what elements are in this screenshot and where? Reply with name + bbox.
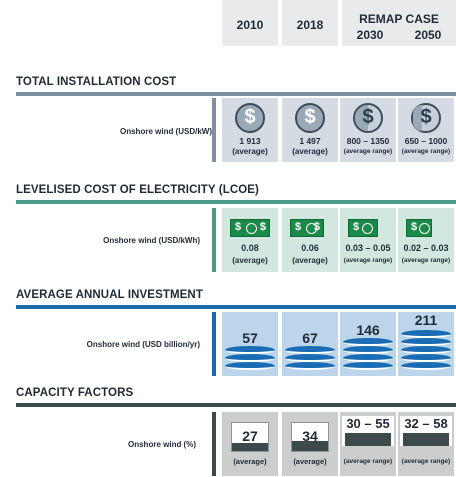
capacity-note-2010: (average) — [233, 457, 267, 466]
lcoe-cell-2030: $ 0.03 – 0.05 (average range) — [340, 208, 396, 272]
capacity-value-2010: 27 — [242, 428, 258, 444]
capacity-cell-2018: 34 (average) — [282, 412, 338, 476]
capacity-value-2018: 34 — [302, 428, 318, 444]
year-2010-label: 2010 — [236, 18, 264, 32]
lcoe-note-2018: (average) — [292, 256, 328, 265]
section-title-capacity: CAPACITY FACTORS — [16, 387, 134, 399]
capacity-cell-2050: 32 – 58 (average range) — [398, 412, 454, 476]
cost-value-2030: 800 – 1350 — [346, 136, 390, 146]
capacity-value-2030: 30 – 55 — [346, 416, 390, 431]
lcoe-value-2030: 0.03 – 0.05 — [345, 243, 391, 253]
section-title-investment: AVERAGE ANNUAL INVESTMENT — [16, 289, 203, 301]
section-title-lcoe: LEVELISED COST OF ELECTRICITY (LCOE) — [16, 184, 259, 196]
investment-value-2050: 211 — [414, 312, 438, 328]
lcoe-note-2050: (average range) — [401, 257, 451, 264]
section-bar-investment — [16, 305, 456, 309]
dollar-coin-icon: $ — [295, 103, 325, 133]
capacity-cell-2010: 27 (average) — [222, 412, 278, 476]
lcoe-value-2050: 0.02 – 0.03 — [403, 243, 449, 253]
year-tab-remap — [342, 0, 456, 46]
row-label-capacity: Onshore wind (%) — [128, 440, 196, 449]
banknote-icon: $ — [406, 219, 432, 237]
cost-note-2010: (average) — [232, 147, 268, 156]
year-2050-label: 2050 — [414, 28, 442, 42]
lcoe-value-2018: 0.06 — [301, 243, 319, 253]
capacity-note-2050: (average range) — [401, 458, 451, 465]
year-2030-label: 2030 — [356, 28, 384, 42]
year-tab-2010 — [222, 0, 278, 46]
investment-cell-2050: 211 — [398, 312, 454, 376]
lcoe-note-2030: (average range) — [343, 257, 393, 264]
cost-value-2018: 1 497 — [299, 136, 321, 146]
dollar-coin-icon: $ — [235, 103, 265, 133]
year-tab-2018 — [282, 0, 338, 46]
cost-cell-2030: $ 800 – 1350 (average range) — [340, 98, 396, 162]
cost-note-2030: (average range) — [343, 148, 393, 155]
capacity-note-2018: (average) — [293, 457, 327, 466]
investment-value-2010: 57 — [242, 330, 258, 346]
cost-note-2050: (average range) — [401, 148, 451, 155]
capacity-note-2030: (average range) — [343, 458, 393, 465]
section-bar-capacity — [16, 403, 456, 407]
section-title-installation-cost: TOTAL INSTALLATION COST — [16, 76, 177, 88]
banknote-icon: $ $ — [290, 219, 324, 237]
lcoe-note-2010: (average) — [232, 256, 268, 265]
lcoe-value-2010: 0.08 — [241, 243, 259, 253]
lcoe-cell-2018: $ $ 0.06 (average) — [282, 208, 338, 272]
dollar-coin-icon: $ — [411, 103, 441, 133]
capacity-gauge-icon: 34 — [291, 422, 329, 452]
capacity-value-2050: 32 – 58 — [404, 416, 448, 431]
cost-cell-2010: $ 1 913 (average) — [222, 98, 278, 162]
year-header: 2010 2018 REMAP CASE 2030 2050 — [222, 0, 456, 46]
lcoe-cell-2050: $ 0.02 – 0.03 (average range) — [398, 208, 454, 272]
investment-cell-2010: 57 — [222, 312, 278, 376]
row-label-installation-cost: Onshore wind (USD/kW) — [120, 127, 212, 136]
cost-value-2050: 650 – 1000 — [404, 136, 448, 146]
cost-note-2018: (average) — [292, 147, 328, 156]
accent-installation-cost — [212, 98, 216, 162]
capacity-cell-2030: 30 – 55 (average range) — [340, 412, 396, 476]
accent-investment — [212, 312, 216, 376]
accent-capacity — [212, 412, 216, 476]
investment-cell-2018: 67 — [282, 312, 338, 376]
cost-cell-2018: $ 1 497 (average) — [282, 98, 338, 162]
year-2018-label: 2018 — [296, 18, 324, 32]
lcoe-cell-2010: $ $ 0.08 (average) — [222, 208, 278, 272]
remap-case-label: REMAP CASE — [359, 12, 439, 26]
row-label-investment: Onshore wind (USD billion/yr) — [86, 340, 200, 349]
banknote-icon: $ $ — [230, 219, 270, 237]
accent-lcoe — [212, 208, 216, 272]
capacity-gauge-icon: 32 – 58 — [400, 416, 452, 446]
investment-cell-2030: 146 — [340, 312, 396, 376]
section-bar-installation-cost — [16, 92, 456, 96]
section-bar-lcoe — [16, 200, 456, 204]
banknote-icon: $ — [348, 219, 378, 237]
capacity-gauge-icon: 30 – 55 — [342, 416, 394, 446]
row-label-lcoe: Onshore wind (USD/kWh) — [103, 236, 200, 245]
investment-value-2018: 67 — [302, 330, 318, 346]
cost-value-2010: 1 913 — [239, 136, 261, 146]
cost-cell-2050: $ 650 – 1000 (average range) — [398, 98, 454, 162]
investment-value-2030: 146 — [356, 322, 380, 338]
capacity-gauge-icon: 27 — [231, 422, 269, 452]
dollar-coin-icon: $ — [353, 103, 383, 133]
